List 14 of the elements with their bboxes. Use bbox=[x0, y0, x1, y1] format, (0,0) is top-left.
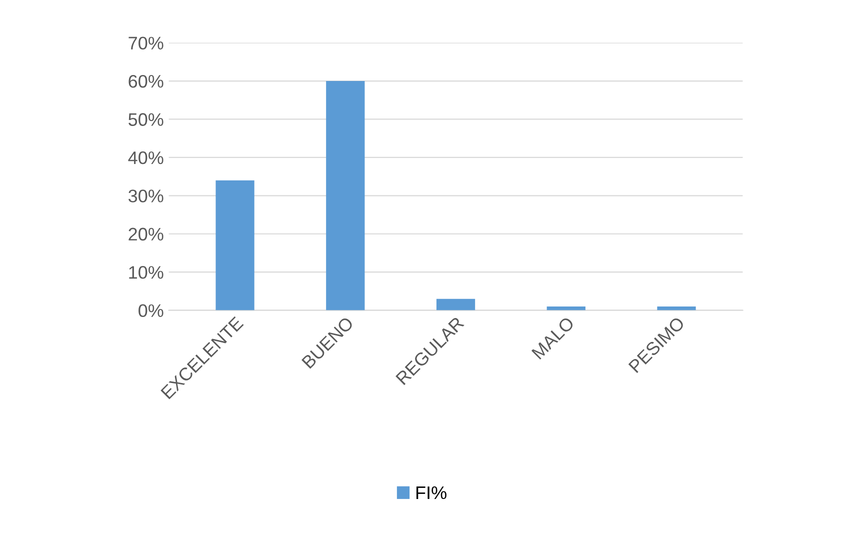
y-tick-label: 70% bbox=[128, 36, 164, 50]
y-tick-label: 30% bbox=[128, 190, 164, 202]
y-tick-label: 0% bbox=[138, 304, 164, 318]
bar bbox=[436, 298, 476, 310]
y-tick-label: 40% bbox=[128, 151, 164, 164]
legend-label: FI% bbox=[416, 486, 446, 500]
y-tick-label: 10% bbox=[129, 266, 164, 279]
bar bbox=[216, 180, 254, 310]
bar bbox=[326, 81, 365, 310]
y-tick-label: 60% bbox=[128, 74, 164, 88]
y-tick-label: 20% bbox=[128, 228, 164, 241]
bar bbox=[546, 306, 586, 310]
y-tick-label: 50% bbox=[128, 113, 164, 126]
bar bbox=[657, 306, 696, 310]
